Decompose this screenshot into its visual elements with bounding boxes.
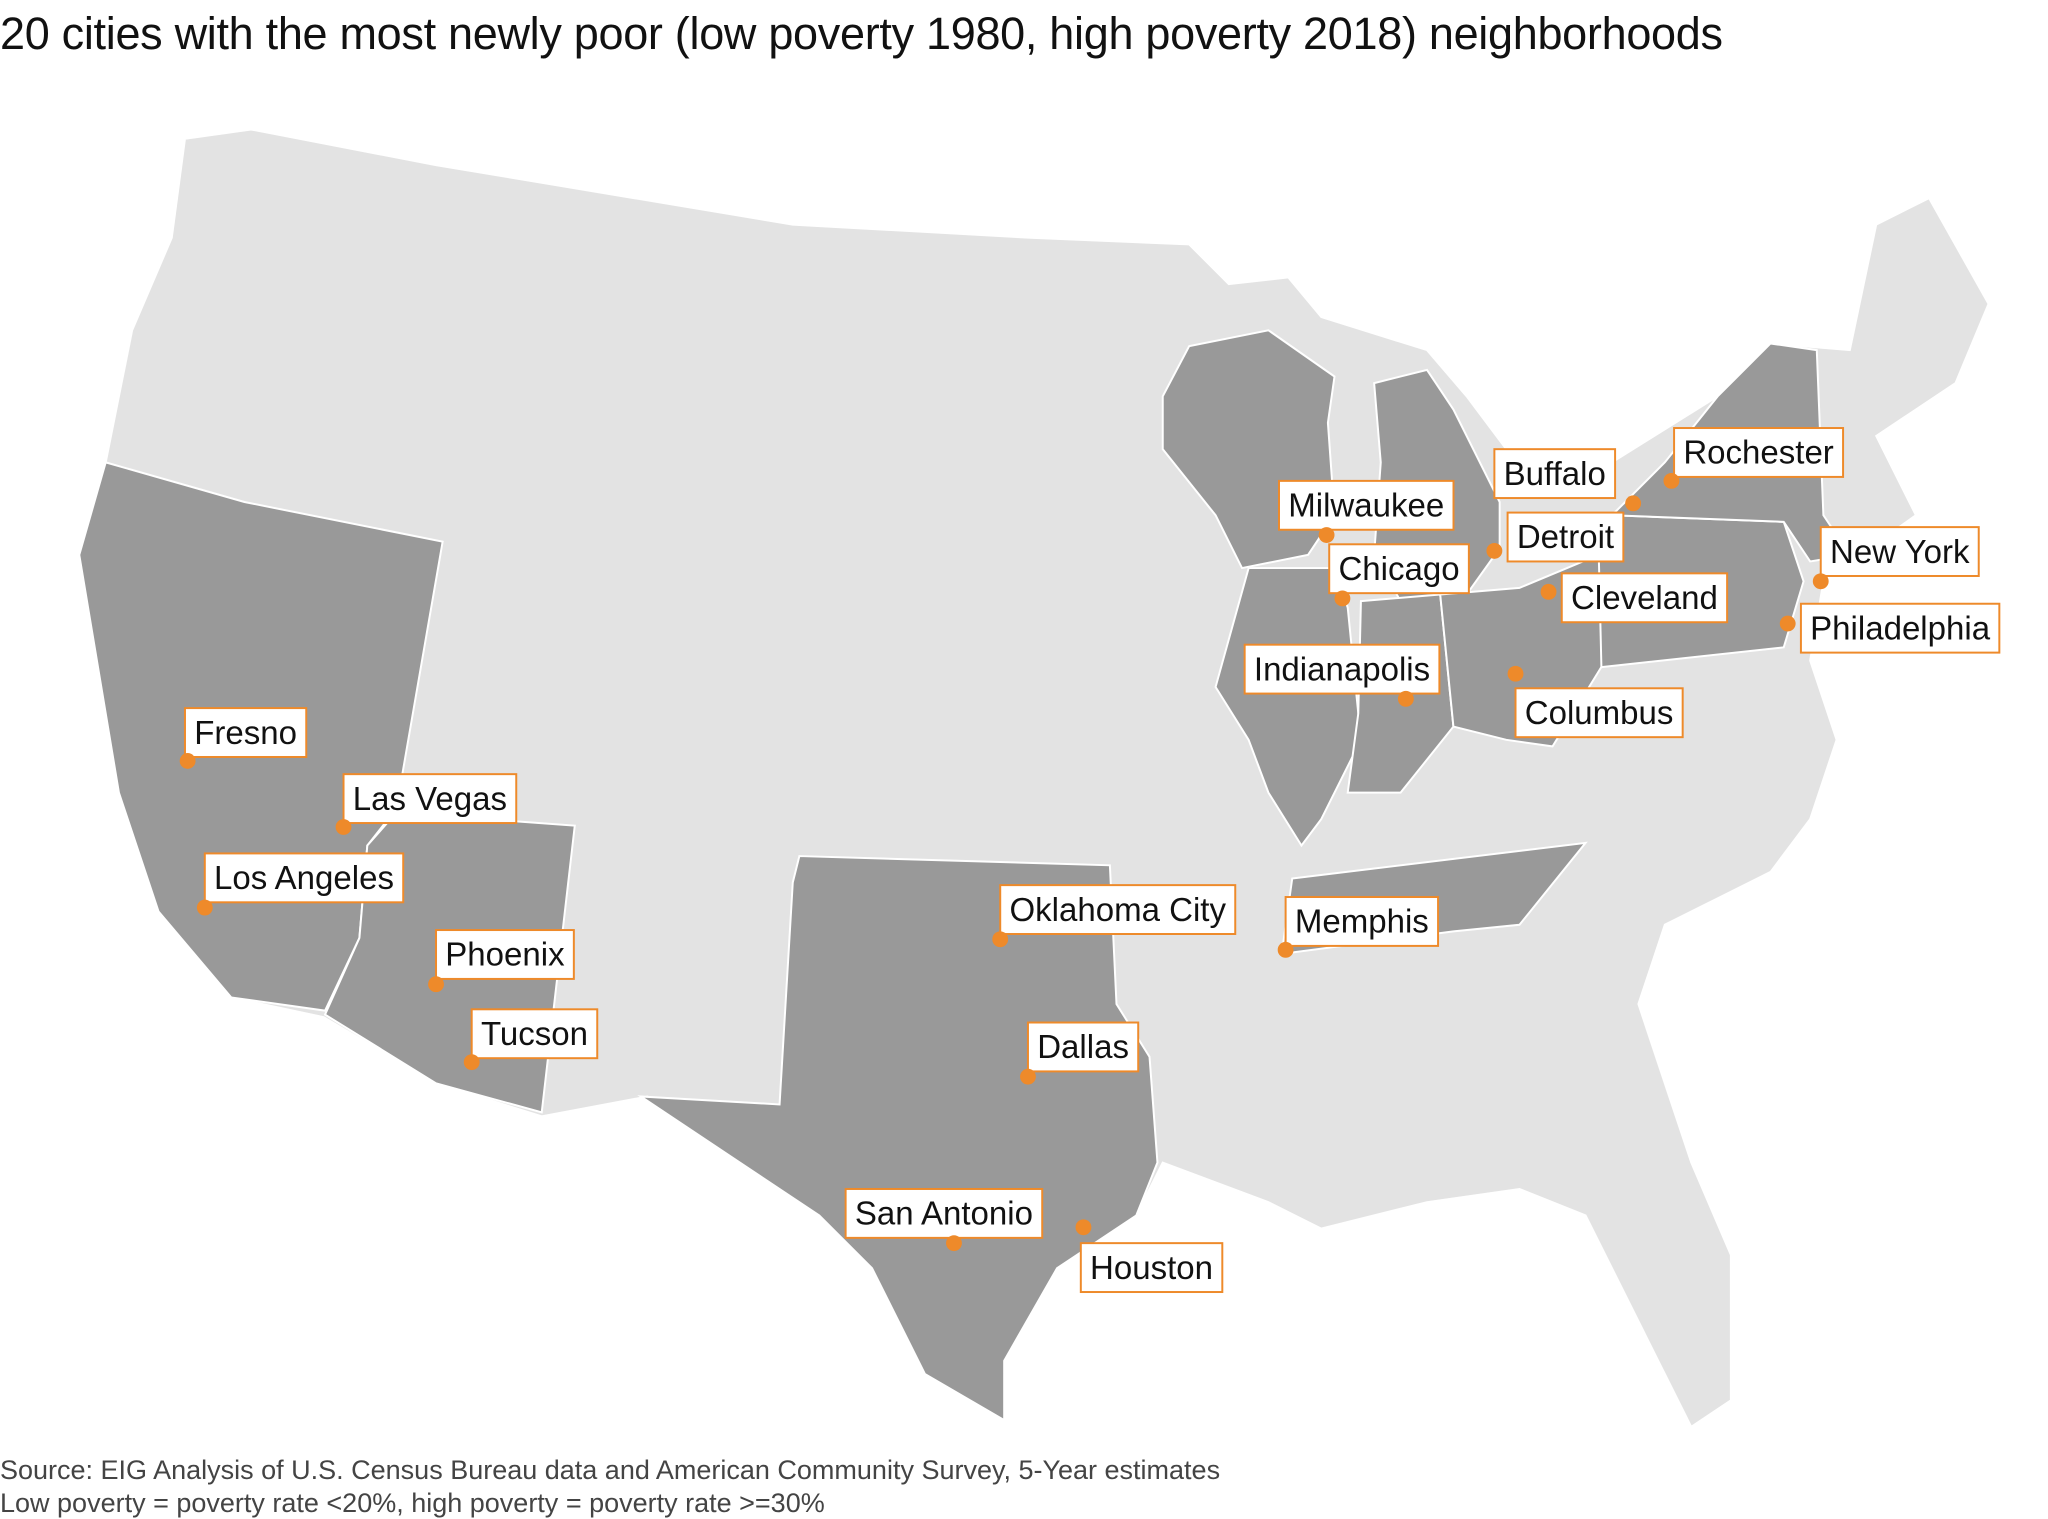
city-dot [992, 931, 1009, 948]
city-label-box [435, 929, 575, 980]
city-marker-milwaukee: Milwaukee [1278, 479, 1455, 543]
city-dot [463, 1054, 480, 1071]
city-label: Philadelphia [1810, 609, 1991, 646]
city-label-box [1493, 448, 1617, 500]
city-label: New York [1830, 533, 1970, 570]
city-dot [1779, 615, 1796, 632]
city-marker-san-antonio: San Antonio [844, 1187, 1044, 1252]
map-title: 20 cities with the most newly poor (low … [0, 8, 1723, 59]
city-marker-new-york: New York [1812, 526, 1980, 590]
city-dot [179, 753, 196, 769]
city-dot [1020, 1068, 1036, 1085]
city-dot [1486, 542, 1503, 559]
city-label-box [1278, 479, 1455, 531]
city-label-box [1506, 511, 1625, 563]
city-marker-las-vegas: Las Vegas [335, 773, 518, 835]
city-label-box [1514, 687, 1684, 739]
city-dot [1663, 472, 1680, 489]
source-note: Source: EIG Analysis of U.S. Census Bure… [0, 1455, 1221, 1485]
city-label: Indianapolis [1254, 650, 1430, 687]
city-marker-chicago: Chicago [1328, 543, 1470, 607]
city-label: Las Vegas [353, 780, 507, 817]
city-dot [1334, 590, 1351, 607]
city-label: Cleveland [1571, 579, 1718, 616]
definition-note: Low poverty = poverty rate <20%, high po… [0, 1488, 825, 1518]
city-dot [1625, 495, 1642, 512]
city-label: Phoenix [445, 936, 565, 973]
city-label: Houston [1090, 1249, 1213, 1286]
city-label-box [1799, 602, 2001, 654]
city-marker-memphis: Memphis [1277, 896, 1440, 958]
city-label-box [1284, 896, 1440, 947]
city-label: Los Angeles [214, 859, 394, 896]
city-dot [1397, 690, 1414, 707]
city-dot [1540, 583, 1557, 600]
city-label-box [203, 852, 405, 904]
city-marker-cleveland: Cleveland [1540, 572, 1729, 624]
city-label: Columbus [1525, 694, 1674, 731]
city-marker-philadelphia: Philadelphia [1779, 602, 2001, 654]
city-label: Rochester [1683, 434, 1833, 471]
city-label: Chicago [1338, 550, 1459, 587]
city-dot [1277, 941, 1294, 958]
city-marker-los-angeles: Los Angeles [196, 852, 405, 916]
city-marker-oklahoma-city: Oklahoma City [992, 884, 1237, 948]
city-label-box [183, 707, 308, 758]
city-marker-detroit: Detroit [1486, 511, 1625, 563]
city-label-box [999, 884, 1237, 935]
city-label-box [1026, 1021, 1140, 1073]
city-label-box [1560, 572, 1729, 624]
city-dot [428, 976, 444, 993]
city-marker-tucson: Tucson [463, 1008, 599, 1071]
city-marker-dallas: Dallas [1020, 1021, 1140, 1085]
city-label: Buffalo [1504, 455, 1606, 492]
city-dot [1812, 573, 1829, 590]
city-dot [1075, 1219, 1092, 1236]
city-marker-rochester: Rochester [1663, 427, 1845, 489]
city-marker-columbus: Columbus [1507, 665, 1684, 739]
city-label: Oklahoma City [1009, 891, 1226, 928]
city-label-box [470, 1008, 599, 1060]
city-label: Tucson [481, 1015, 588, 1052]
city-label: Fresno [194, 714, 297, 751]
city-label-box [342, 773, 518, 825]
cities-layer: Fresno Las Vegas Los Angeles Phoenix Tucson O… [179, 427, 2001, 1294]
city-label-box [1673, 427, 1845, 478]
city-label: Milwaukee [1288, 487, 1444, 524]
city-marker-phoenix: Phoenix [428, 929, 575, 993]
city-marker-fresno: Fresno [179, 707, 308, 769]
city-dot [196, 899, 213, 916]
city-label-box [1079, 1242, 1224, 1294]
city-label-box [1328, 543, 1470, 595]
city-label: Dallas [1037, 1028, 1129, 1065]
city-dot [1507, 665, 1524, 682]
city-label: Memphis [1295, 903, 1429, 940]
city-marker-buffalo: Buffalo [1493, 448, 1642, 512]
city-marker-houston: Houston [1075, 1219, 1224, 1294]
city-dot [1318, 527, 1335, 543]
city-label-box [1243, 643, 1441, 695]
city-dot [335, 819, 352, 835]
city-marker-indianapolis: Indianapolis [1243, 643, 1441, 707]
city-dot [946, 1235, 962, 1252]
city-label-box [1819, 526, 1980, 577]
city-label-box [844, 1187, 1044, 1239]
city-label: Detroit [1517, 518, 1614, 555]
city-label: San Antonio [855, 1195, 1033, 1232]
